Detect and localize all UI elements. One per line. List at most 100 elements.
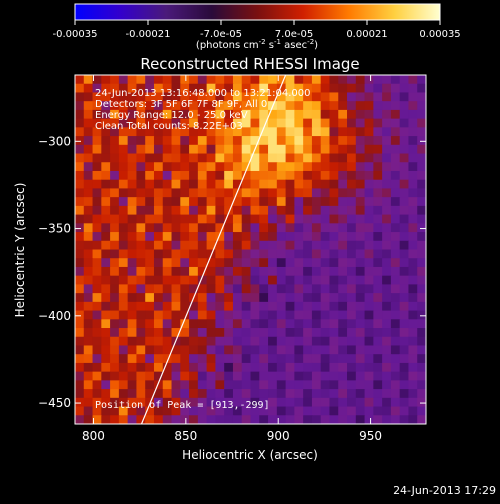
- heatmap-cell: [206, 380, 216, 390]
- heatmap-cell: [373, 179, 383, 190]
- heatmap-cell: [189, 136, 199, 146]
- axis-ticks: 800 850 900 950−300−350−400−450: [38, 75, 426, 443]
- heatmap-cell: [215, 240, 225, 251]
- heatmap-cell: [285, 389, 295, 399]
- heatmap-cell: [75, 188, 85, 198]
- heatmap-cell: [197, 319, 208, 329]
- heatmap-cell: [303, 275, 313, 285]
- heatmap-cell: [171, 389, 181, 399]
- heatmap-cell: [329, 293, 339, 303]
- colorbar-tick-label: -0.00021: [126, 29, 171, 40]
- heatmap-cell: [338, 380, 348, 390]
- heatmap-cell: [110, 109, 120, 120]
- heatmap-cell: [118, 232, 129, 242]
- heatmap-cell: [294, 328, 304, 338]
- heatmap-cell: [329, 354, 339, 364]
- heatmap-cell: [320, 397, 331, 408]
- x-tick-label: 950: [359, 429, 382, 443]
- heatmap-cell: [101, 232, 111, 242]
- heatmap-cell: [75, 380, 85, 390]
- heatmap-cell: [224, 197, 234, 207]
- heatmap-cell: [232, 310, 243, 320]
- heatmap-cell: [408, 284, 418, 294]
- heatmap-cell: [373, 328, 383, 338]
- heatmap-cell: [399, 205, 410, 216]
- heatmap-cell: [232, 397, 243, 408]
- heatmap-cell: [118, 258, 129, 268]
- heatmap-cell: [408, 249, 418, 259]
- heatmap-cell: [285, 345, 295, 355]
- heatmap-cell: [390, 136, 401, 146]
- heatmap-cell: [355, 275, 366, 285]
- heatmap-cell: [189, 162, 199, 172]
- heatmap-cell: [355, 214, 366, 224]
- heatmap-cell: [250, 380, 260, 390]
- heatmap-cell: [329, 162, 339, 172]
- heatmap-cell: [303, 397, 313, 408]
- heatmap-cell: [417, 328, 426, 338]
- heatmap-cell: [101, 266, 111, 277]
- heatmap-cell: [390, 170, 401, 181]
- heatmap-cell: [162, 240, 173, 251]
- heatmap-cell: [276, 223, 287, 233]
- heatmap-cell: [162, 258, 173, 268]
- heatmap-cell: [180, 170, 190, 181]
- heatmap-cell: [83, 188, 94, 198]
- heatmap-cell: [232, 336, 243, 347]
- heatmap-cell: [390, 310, 401, 320]
- heatmap-cell: [373, 83, 383, 94]
- heatmap-cell: [259, 83, 269, 94]
- heatmap-cell: [285, 144, 295, 155]
- heatmap-cell: [180, 153, 190, 163]
- heatmap-cell: [408, 266, 418, 277]
- heatmap-cell: [329, 118, 339, 128]
- heatmap-cell: [171, 153, 181, 163]
- heatmap-cell: [180, 249, 190, 259]
- heatmap-cell: [329, 109, 339, 120]
- heatmap-cell: [276, 328, 287, 338]
- heatmap-cell: [206, 345, 216, 355]
- heatmap-cell: [180, 197, 190, 207]
- heatmap-cell: [83, 310, 94, 320]
- heatmap-cell: [92, 92, 102, 102]
- heatmap-cell: [285, 92, 295, 102]
- heatmap-cell: [136, 144, 146, 155]
- heatmap-cell: [197, 136, 208, 146]
- heatmap-cell: [285, 406, 295, 416]
- heatmap-cell: [189, 284, 199, 294]
- y-axis-label: Heliocentric Y (arcsec): [13, 183, 27, 318]
- heatmap-cell: [224, 284, 234, 294]
- heatmap-cell: [382, 205, 392, 216]
- heatmap-cell: [268, 223, 278, 233]
- heatmap-cell: [189, 83, 199, 94]
- heatmap-cell: [101, 362, 111, 373]
- heatmap-cell: [311, 214, 322, 224]
- heatmap-cell: [118, 162, 129, 172]
- heatmap-cell: [338, 162, 348, 172]
- heatmap-cell: [145, 249, 155, 259]
- heatmap-cell: [408, 127, 418, 137]
- heatmap-cell: [355, 345, 366, 355]
- heatmap-cell: [311, 258, 322, 268]
- heatmap-cell: [276, 293, 287, 303]
- heatmap-cell: [75, 214, 85, 224]
- heatmap-cell: [162, 188, 173, 198]
- heatmap-cell: [171, 144, 181, 155]
- heatmap-cell: [399, 310, 410, 320]
- heatmap-cell: [110, 127, 120, 137]
- heatmap-cell: [390, 179, 401, 190]
- heatmap-cell: [338, 397, 348, 408]
- heatmap-cell: [224, 354, 234, 364]
- heatmap-cell: [241, 109, 252, 120]
- heatmap-cell: [399, 188, 410, 198]
- heatmap-cell: [215, 249, 225, 259]
- heatmap-cell: [276, 92, 287, 102]
- heatmap-cell: [92, 258, 102, 268]
- heatmap-cell: [206, 362, 216, 373]
- heatmap-cell: [153, 284, 164, 294]
- heatmap-cell: [268, 197, 278, 207]
- heatmap-cell: [285, 319, 295, 329]
- heatmap-cell: [408, 136, 418, 146]
- heatmap-cell: [136, 162, 146, 172]
- heatmap-cell: [215, 319, 225, 329]
